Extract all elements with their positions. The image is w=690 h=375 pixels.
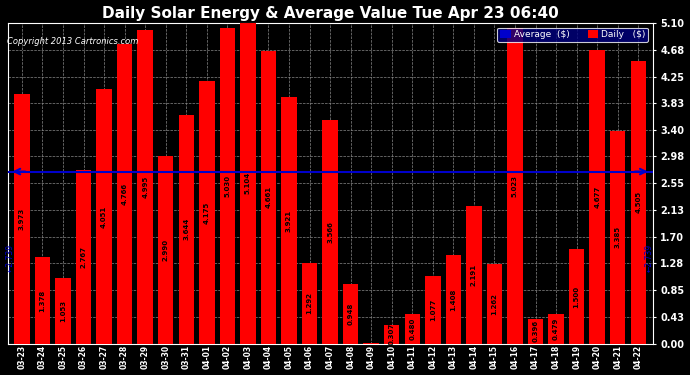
Text: 3.644: 3.644 (184, 218, 189, 240)
Text: 0.948: 0.948 (348, 303, 354, 325)
Text: 2.767: 2.767 (81, 246, 86, 268)
Text: 1.500: 1.500 (573, 286, 580, 308)
Bar (117, 44, 132, 344)
Text: 3.385: 3.385 (615, 226, 621, 249)
Text: 3.921: 3.921 (286, 210, 292, 232)
Text: 4.677: 4.677 (594, 186, 600, 208)
Bar (158, 156, 173, 344)
Bar (14, 94, 30, 344)
Bar (55, 278, 70, 344)
Text: 4.505: 4.505 (635, 191, 641, 213)
Text: 0.480: 0.480 (409, 318, 415, 340)
Bar (507, 28, 523, 344)
Bar (137, 30, 153, 344)
Text: 0.479: 0.479 (553, 318, 559, 340)
Bar (219, 27, 235, 344)
Bar (364, 343, 379, 344)
Bar (466, 206, 482, 344)
Text: ←2.739: ←2.739 (645, 244, 654, 272)
Legend: Average  ($), Daily   ($): Average ($), Daily ($) (497, 28, 648, 42)
Text: 5.030: 5.030 (224, 175, 230, 197)
Bar (589, 50, 605, 344)
Bar (179, 115, 194, 344)
Bar (631, 60, 646, 344)
Text: 4.766: 4.766 (121, 183, 128, 205)
Text: 2.990: 2.990 (163, 239, 169, 261)
Text: 0.307: 0.307 (388, 323, 395, 345)
Text: 1.408: 1.408 (451, 288, 456, 311)
Bar (282, 97, 297, 344)
Bar (528, 319, 543, 344)
Bar (302, 262, 317, 344)
Bar (343, 284, 358, 344)
Bar (404, 314, 420, 344)
Text: 1.262: 1.262 (491, 293, 497, 315)
Text: 4.661: 4.661 (266, 186, 271, 209)
Text: 3.566: 3.566 (327, 221, 333, 243)
Bar (240, 23, 255, 344)
Text: 1.053: 1.053 (60, 300, 66, 322)
Bar (569, 249, 584, 344)
Text: 2.191: 2.191 (471, 264, 477, 286)
Text: ←2.739: ←2.739 (6, 244, 15, 272)
Bar (97, 89, 112, 344)
Bar (549, 314, 564, 344)
Bar (322, 120, 338, 344)
Bar (610, 131, 625, 344)
Bar (199, 81, 215, 344)
Text: 1.077: 1.077 (430, 299, 436, 321)
Bar (384, 324, 400, 344)
Text: 1.292: 1.292 (306, 292, 313, 314)
Text: 4.051: 4.051 (101, 206, 107, 228)
Bar (261, 51, 276, 344)
Text: 1.378: 1.378 (39, 290, 46, 312)
Bar (34, 257, 50, 344)
Bar (76, 170, 91, 344)
Bar (446, 255, 461, 344)
Text: 5.104: 5.104 (245, 172, 251, 195)
Title: Daily Solar Energy & Average Value Tue Apr 23 06:40: Daily Solar Energy & Average Value Tue A… (101, 6, 558, 21)
Bar (425, 276, 440, 344)
Text: 0.396: 0.396 (533, 320, 539, 342)
Text: 3.973: 3.973 (19, 208, 25, 230)
Text: 5.023: 5.023 (512, 175, 518, 197)
Bar (486, 264, 502, 344)
Text: 4.175: 4.175 (204, 201, 210, 223)
Text: 4.995: 4.995 (142, 176, 148, 198)
Text: Copyright 2013 Cartronics.com: Copyright 2013 Cartronics.com (7, 38, 138, 46)
